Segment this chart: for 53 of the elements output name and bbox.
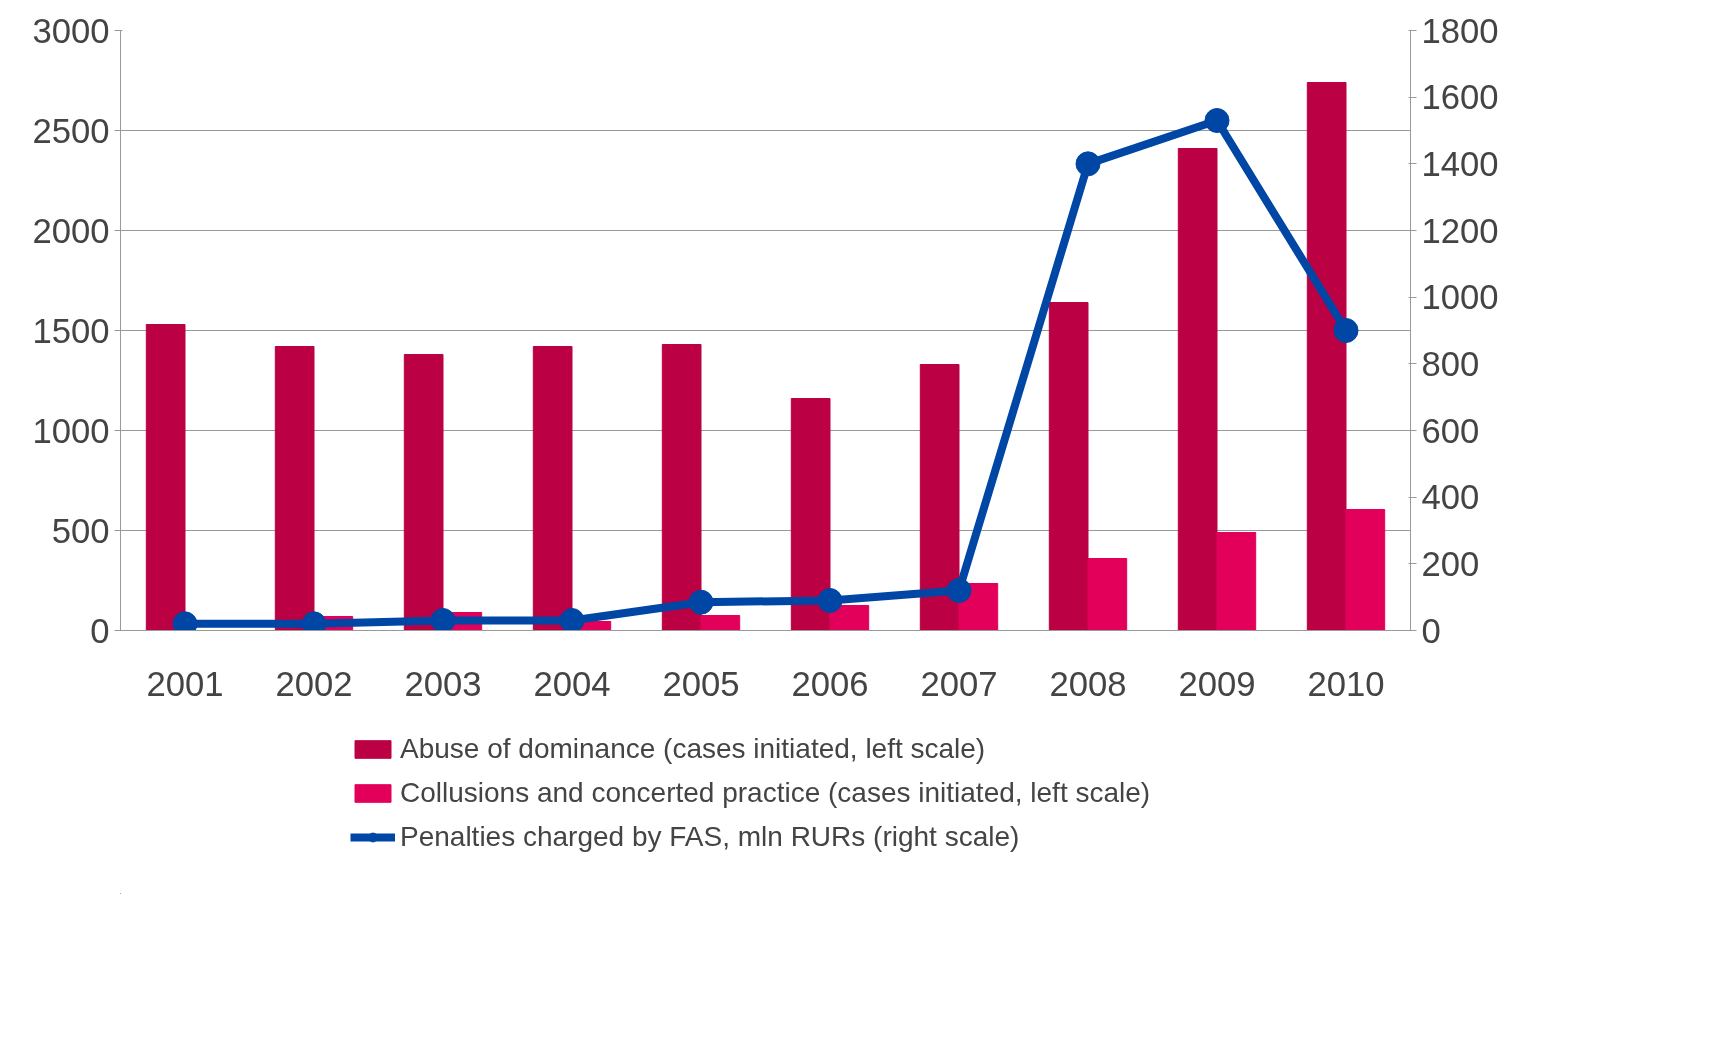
- y-tick-label: 3000: [32, 11, 110, 50]
- bar: [1177, 148, 1218, 631]
- point: [430, 608, 456, 631]
- point: [559, 608, 585, 631]
- point: [817, 588, 843, 613]
- x-tick-label: 2010: [1307, 664, 1385, 703]
- bar: [829, 605, 870, 631]
- y2-tick-label: 800: [1421, 344, 1480, 383]
- x-tick-label: 2007: [920, 664, 998, 703]
- bar: [274, 346, 315, 631]
- bar: [403, 354, 444, 631]
- y-tick-label: 1000: [32, 411, 110, 450]
- point: [946, 578, 972, 603]
- bar: [145, 324, 186, 631]
- x-tick-label: 2006: [791, 664, 869, 703]
- bar: [1306, 82, 1347, 631]
- x-tick-label: 2005: [662, 664, 740, 703]
- y2-tick-label: 1400: [1421, 144, 1499, 183]
- bar: [790, 398, 831, 631]
- y2-tick-label: 1800: [1421, 11, 1499, 50]
- y-tick-label: 500: [51, 511, 110, 550]
- y2-tick-label: 1000: [1421, 278, 1499, 317]
- y-tick-label: 2500: [32, 111, 110, 150]
- point: [688, 589, 714, 615]
- y2-tick-label: 0: [1421, 611, 1441, 650]
- y-tick-label: 2000: [32, 211, 110, 250]
- bar: [1048, 302, 1089, 631]
- legend-label: Penalties charged by FAS, mln RURs (right scale): [400, 821, 1020, 853]
- bar: [1216, 532, 1257, 631]
- x-tick-label: 2009: [1178, 664, 1256, 703]
- bar: [700, 615, 741, 631]
- y-tick-label: 1500: [32, 311, 110, 350]
- bar: [1345, 509, 1386, 631]
- x-tick-label: 2002: [275, 664, 353, 703]
- bar: [1087, 558, 1128, 631]
- x-tick-label: 2003: [404, 664, 482, 703]
- point: [1204, 108, 1230, 133]
- x-tick-label: 2008: [1049, 664, 1127, 703]
- y-tick-label: 0: [90, 611, 110, 650]
- bar: [532, 346, 573, 631]
- x-tick-label: 2004: [533, 664, 611, 703]
- y2-tick-label: 200: [1421, 544, 1480, 583]
- bar: [919, 364, 960, 631]
- legend-label: Abuse of dominance (cases initiated, left scale): [400, 733, 986, 765]
- legend-label: Collusions and concerted practice (cases initiated, left scale): [400, 777, 1151, 809]
- y2-tick-label: 1200: [1421, 211, 1499, 250]
- y2-tick-label: 400: [1421, 478, 1480, 517]
- point: [1075, 151, 1101, 177]
- x-tick-label: 2001: [146, 664, 224, 703]
- point: [1333, 318, 1359, 343]
- y2-tick-label: 600: [1421, 411, 1480, 450]
- bar: [661, 344, 702, 631]
- y2-tick-label: 1600: [1421, 78, 1499, 117]
